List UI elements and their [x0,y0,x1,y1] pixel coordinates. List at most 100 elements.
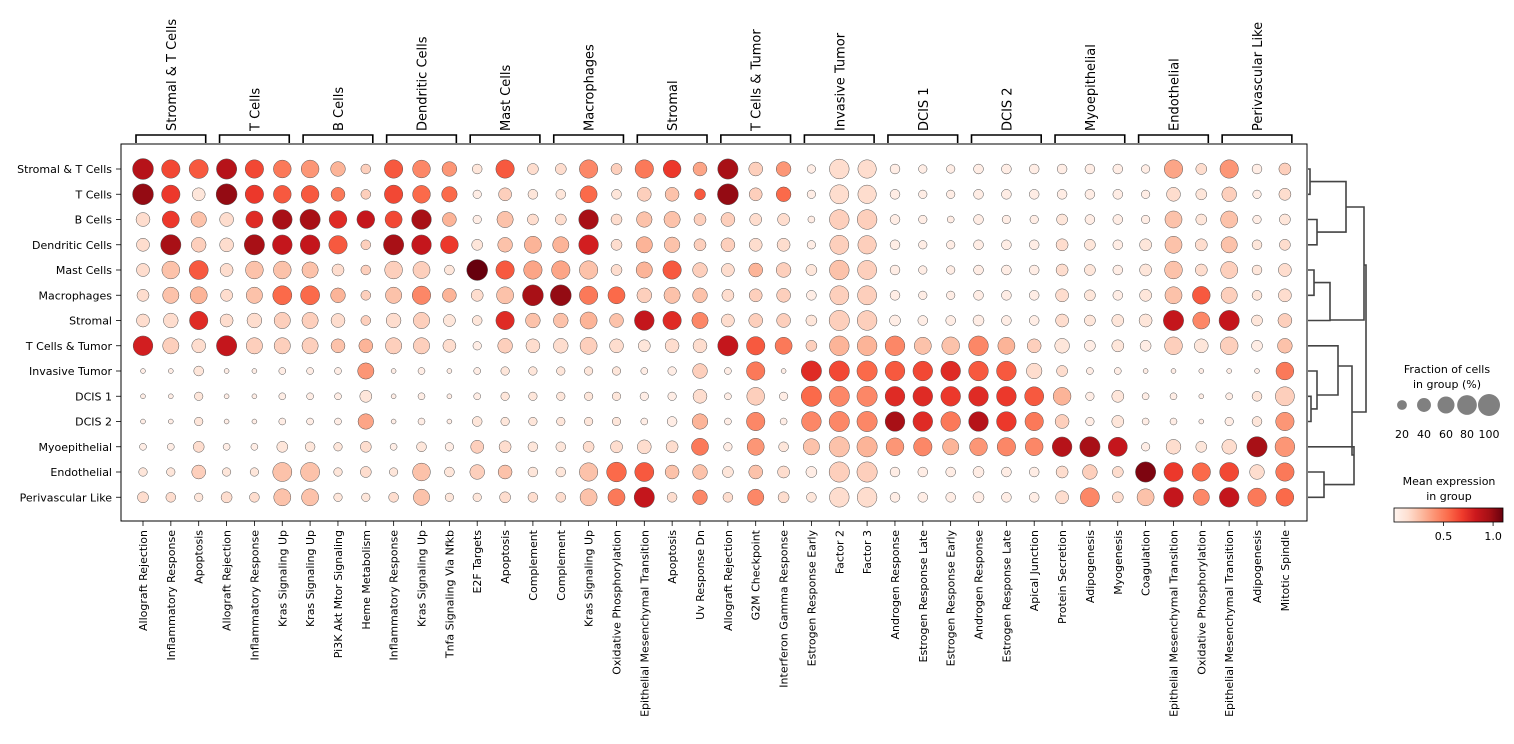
x-tick-label: Pi3K Akt Mtor Signaling [332,530,345,658]
dot [919,241,928,250]
dot [220,314,233,327]
dot [417,442,427,452]
size-legend-dot [1417,398,1431,412]
dot [527,164,538,175]
dot [946,190,955,199]
dot [383,235,403,255]
dot [141,419,146,424]
dot [528,467,538,477]
dot [779,392,788,401]
dot [943,439,959,455]
dot [664,211,680,227]
dot [1085,164,1095,174]
dot [663,311,681,329]
dot [857,386,877,406]
dot [442,288,456,302]
dot [1029,316,1039,326]
dot [973,315,984,326]
dot [641,418,648,425]
dot [334,493,343,502]
dot [501,392,510,401]
dot [1056,314,1069,327]
dot [801,361,821,381]
x-tick-label: Apical Junction [1028,530,1041,611]
size-legend-title-line2: in group (%) [1413,378,1481,391]
dot [890,315,901,326]
dot [637,187,651,201]
dot [806,315,817,326]
dot [386,313,401,328]
dot [1113,265,1123,275]
dot [612,392,621,401]
dot [473,342,482,351]
dot [1112,340,1124,352]
dot [163,313,178,328]
dot [1056,264,1068,276]
dot [722,467,733,478]
colorbar-tick-label: 1.0 [1484,530,1502,543]
dot [747,438,764,455]
dendrogram [1308,169,1366,497]
dot [1140,289,1152,301]
dot [246,211,263,228]
dot [1252,340,1263,351]
dot [1220,337,1238,355]
dot [1137,489,1154,506]
dot [777,238,790,251]
y-tick-label: Endothelial [50,466,112,479]
x-tick-label: Estrogen Response Late [1000,530,1013,663]
dot [362,493,371,502]
dot [1276,362,1294,380]
dendrogram-link [1308,447,1354,485]
dot [829,437,849,457]
dot [1030,215,1039,224]
dot [1053,387,1071,405]
dot [552,261,570,279]
dot [694,239,706,251]
dot [1029,189,1039,199]
size-legend-label: 40 [1417,428,1431,441]
dot [1112,467,1123,478]
dot [1219,487,1239,507]
dot [444,265,454,275]
dot [612,417,621,426]
dot [749,263,763,277]
dot [636,237,652,253]
dot [806,290,816,300]
dot [1113,215,1123,225]
dot [246,261,264,279]
dot [245,160,263,178]
dot [301,286,320,305]
dendrogram-link [1308,270,1314,295]
dot [385,211,402,228]
dot [305,442,315,452]
dot [527,214,538,225]
dot [1084,239,1095,250]
dot [1001,467,1011,477]
dot [1057,214,1068,225]
dendrogram-link [1308,371,1317,409]
dot [997,438,1015,456]
dot [189,260,208,279]
x-tick-label: Kras Signaling Up [304,530,317,627]
dot [1143,369,1148,374]
dot [584,367,593,376]
dot [637,212,653,228]
dot [137,289,149,301]
dot [1253,215,1262,224]
dot [413,261,430,278]
dot [1057,366,1068,377]
dot [857,411,877,431]
dot [302,489,319,506]
dot [413,185,431,203]
dot [1114,368,1121,375]
dot [857,437,877,457]
dot [273,160,291,178]
dot [499,188,512,201]
x-tick-label: Kras Signaling Up [276,530,289,627]
dot [385,261,403,279]
dot [579,235,599,255]
dot [1142,418,1149,425]
dot [273,462,292,481]
